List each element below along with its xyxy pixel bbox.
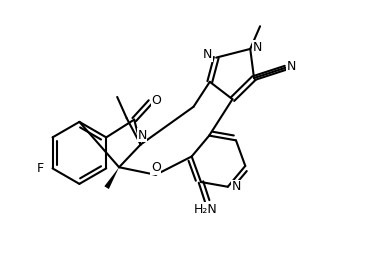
Text: F: F — [37, 162, 44, 175]
Text: O: O — [151, 161, 161, 175]
Text: N: N — [138, 129, 147, 142]
Text: O: O — [152, 94, 161, 107]
Text: N: N — [203, 48, 212, 61]
Text: N: N — [253, 41, 262, 54]
Text: N: N — [231, 180, 241, 193]
Text: N: N — [287, 60, 296, 73]
Polygon shape — [104, 167, 119, 189]
Text: H₂N: H₂N — [194, 203, 217, 216]
